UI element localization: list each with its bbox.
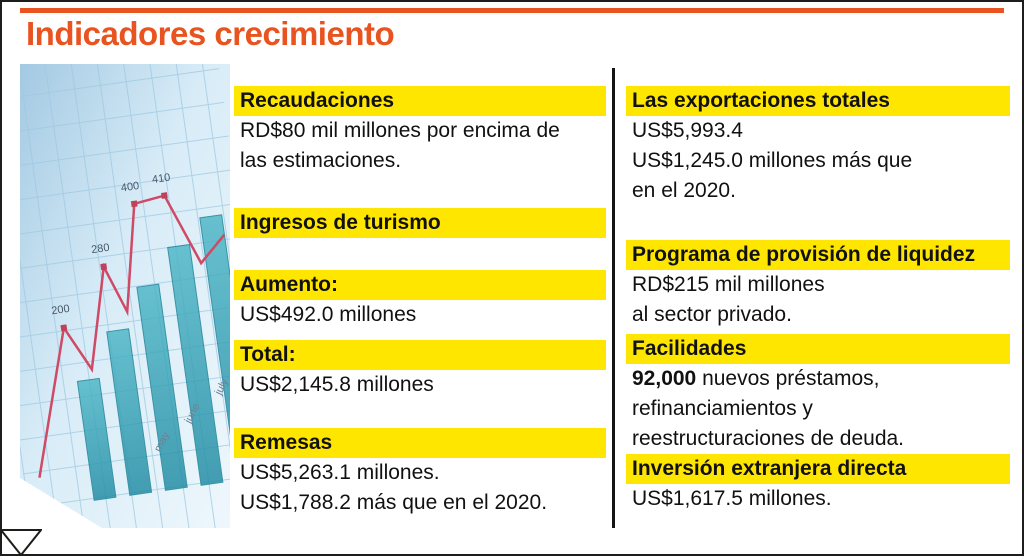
section-liquidez: Programa de provisión de liquidez RD$215… (626, 240, 1010, 330)
aumento-header: Aumento: (234, 270, 606, 300)
facilidades-line: reestructuraciones de deuda. (632, 427, 905, 450)
exportaciones-line: US$5,993.4 (632, 119, 743, 142)
aumento-line: US$492.0 millones (240, 303, 417, 326)
section-facilidades: Facilidades 92,000 nuevos préstamos, ref… (626, 334, 1010, 454)
section-total: Total: US$2,145.8 millones (234, 340, 606, 400)
section-inversion: Inversión extranjera directa US$1,617.5 … (626, 454, 1010, 514)
facilidades-line-text: nuevos préstamos, (696, 367, 880, 390)
total-line: US$2,145.8 millones (240, 373, 434, 396)
liquidez-line: RD$215 mil millones (632, 273, 825, 296)
section-recaudaciones: Recaudaciones RD$80 mil millones por enc… (234, 86, 606, 176)
photo-month-label: july (212, 376, 230, 397)
corner-fold-icon (2, 529, 42, 554)
remesas-header: Remesas (234, 428, 606, 458)
inversion-header: Inversión extranjera directa (626, 454, 1010, 484)
recaudaciones-header: Recaudaciones (234, 86, 606, 116)
recaudaciones-line: RD$80 mil millones por encima de (240, 119, 560, 142)
remesas-line: US$1,788.2 más que en el 2020. (240, 491, 548, 514)
liquidez-line: al sector privado. (632, 303, 792, 326)
photo-trend-line (38, 194, 226, 478)
exportaciones-line: US$1,245.0 millones más que (632, 149, 913, 172)
page-title: Indicadores crecimiento (26, 15, 395, 52)
chart-photo-svg: 200 280 400 410 may june july (20, 64, 230, 528)
facilidades-line: 92,000 nuevos préstamos, (626, 364, 1010, 394)
inversion-line: US$1,617.5 millones. (632, 487, 832, 510)
chart-photo: 200 280 400 410 may june july (20, 64, 230, 528)
section-exportaciones: Las exportaciones totales US$5,993.4 US$… (626, 86, 1010, 206)
photo-bars (76, 214, 230, 501)
section-ingresos-turismo: Ingresos de turismo (234, 208, 606, 238)
photo-chart-group: 200 280 400 410 may june july (20, 64, 230, 528)
section-aumento: Aumento: US$492.0 millones (234, 270, 606, 330)
photo-point-label: 400 (120, 180, 140, 194)
photo-point-label: 280 (90, 242, 110, 256)
liquidez-header: Programa de provisión de liquidez (626, 240, 1010, 270)
total-header: Total: (234, 340, 606, 370)
facilidades-line: refinanciamientos y (632, 397, 813, 420)
accent-rule (20, 8, 1004, 13)
photo-grid (20, 64, 230, 528)
remesas-line: US$5,263.1 millones. (240, 461, 440, 484)
photo-point-label: 200 (51, 303, 71, 317)
facilidades-header: Facilidades (626, 334, 1010, 364)
exportaciones-line: en el 2020. (632, 179, 736, 202)
column-divider (612, 68, 615, 528)
section-remesas: Remesas US$5,263.1 millones. US$1,788.2 … (234, 428, 606, 518)
recaudaciones-line: las estimaciones. (240, 149, 402, 172)
exportaciones-header: Las exportaciones totales (626, 86, 1010, 116)
ingresos-turismo-header: Ingresos de turismo (234, 208, 606, 238)
facilidades-count: 92,000 (632, 367, 697, 390)
indicators-column-left: Recaudaciones RD$80 mil millones por enc… (234, 86, 606, 518)
photo-corner-cut (20, 478, 102, 528)
photo-line-markers (60, 192, 168, 332)
photo-point-label: 410 (151, 172, 171, 186)
indicators-column-right: Las exportaciones totales US$5,993.4 US$… (626, 86, 1010, 514)
